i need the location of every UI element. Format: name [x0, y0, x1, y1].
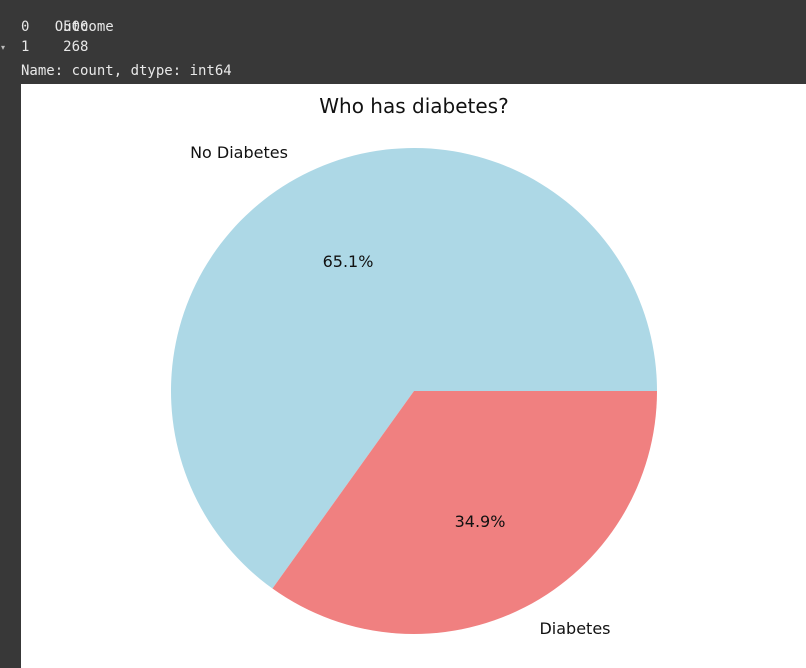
series-index-name: Outcome	[54, 19, 114, 35]
series-row: 0 500	[21, 17, 88, 37]
series-footer: Name: count, dtype: int64	[21, 63, 232, 79]
collapse-arrow-icon[interactable]: ▾	[1, 43, 6, 52]
slice-percent-diabetes: 34.9%	[455, 512, 506, 531]
series-row: 1 268	[21, 37, 88, 57]
cell-output-text: Outcome 0 500 1 268 Name: count, dtype: …	[21, 0, 806, 84]
series-header: Outcome	[21, 0, 114, 35]
series-row-value: 268	[63, 39, 89, 55]
pie-chart-figure: Who has diabetes? No Diabetes Diabetes 6…	[21, 84, 806, 668]
series-row-spacer	[29, 19, 63, 35]
pie-slices	[170, 147, 657, 634]
cell-gutter: ▾	[0, 0, 21, 668]
slice-label-no-diabetes: No Diabetes	[190, 143, 288, 162]
series-row-spacer	[29, 39, 63, 55]
slice-percent-no-diabetes: 65.1%	[323, 252, 374, 271]
slice-label-diabetes: Diabetes	[539, 619, 610, 638]
slice-diabetes	[272, 391, 657, 634]
slice-no-diabetes	[170, 147, 657, 589]
series-row-index: 0	[21, 19, 30, 35]
series-row-value: 500	[63, 19, 89, 35]
chart-title: Who has diabetes?	[319, 94, 508, 118]
pie-chart-svg: Who has diabetes? No Diabetes Diabetes 6…	[170, 94, 657, 638]
series-row-index: 1	[21, 39, 30, 55]
